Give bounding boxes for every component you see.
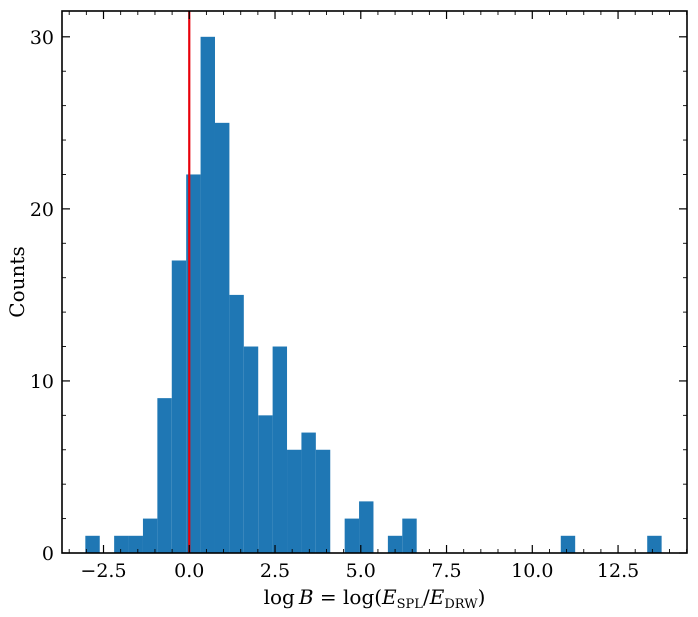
x-axis-label: log B = log(ESPL/EDRW) (264, 585, 486, 612)
histogram-bar-5 (171, 260, 187, 553)
histogram-bar-12 (272, 346, 288, 553)
x-label-e2: E (429, 585, 445, 609)
x-tick-label-0: −2.5 (80, 560, 126, 582)
x-label-close: ) (478, 585, 486, 609)
histogram-bar-21 (647, 535, 662, 553)
histogram-bar-0 (85, 535, 100, 553)
histogram-bar-17 (359, 501, 374, 553)
histogram-bar-11 (258, 415, 273, 553)
y-tick-labels: 0 10 20 30 (30, 27, 54, 565)
histogram-bar-10 (243, 346, 259, 553)
histogram-bar-8 (214, 122, 230, 553)
x-label-var: B (298, 585, 314, 609)
histogram-bar-15 (315, 449, 331, 553)
x-label-slash: / (423, 585, 430, 609)
ticks-layer (62, 11, 688, 554)
y-tick-label-3: 30 (30, 27, 54, 49)
y-axis-label: Counts (5, 246, 29, 317)
histogram-bar-7 (200, 36, 215, 554)
histogram-bar-20 (560, 535, 576, 553)
bars-layer (85, 36, 662, 554)
x-label-sub1: SPL (397, 597, 424, 612)
histogram-bar-13 (287, 449, 302, 553)
x-tick-label-1: 0.0 (174, 560, 204, 582)
x-tick-labels: −2.5 0.0 2.5 5.0 7.5 10.0 12.5 (80, 560, 639, 582)
histogram-bar-19 (402, 518, 417, 553)
x-tick-label-3: 5.0 (346, 560, 376, 582)
y-tick-label-2: 20 (30, 199, 54, 221)
y-tick-label-0: 0 (42, 543, 54, 565)
x-tick-label-5: 10.0 (511, 560, 553, 582)
histogram-bar-9 (229, 294, 244, 553)
histogram-bar-1 (114, 535, 129, 553)
histogram-bar-14 (301, 432, 316, 553)
x-label-sub2: DRW (444, 597, 478, 612)
x-tick-label-2: 2.5 (260, 560, 290, 582)
x-label-eq: = log( (314, 585, 383, 609)
plot-frame (61, 10, 688, 554)
y-tick-label-1: 10 (30, 371, 54, 393)
histogram-bar-2 (128, 535, 143, 553)
histogram-bar-4 (157, 398, 172, 553)
histogram-bar-16 (344, 518, 360, 553)
histogram-bar-18 (387, 535, 403, 553)
x-label-lead: log (264, 585, 295, 609)
x-label-e1: E (381, 585, 397, 609)
x-tick-label-4: 7.5 (431, 560, 461, 582)
histogram-bar-3 (142, 518, 158, 553)
x-tick-label-6: 12.5 (597, 560, 639, 582)
